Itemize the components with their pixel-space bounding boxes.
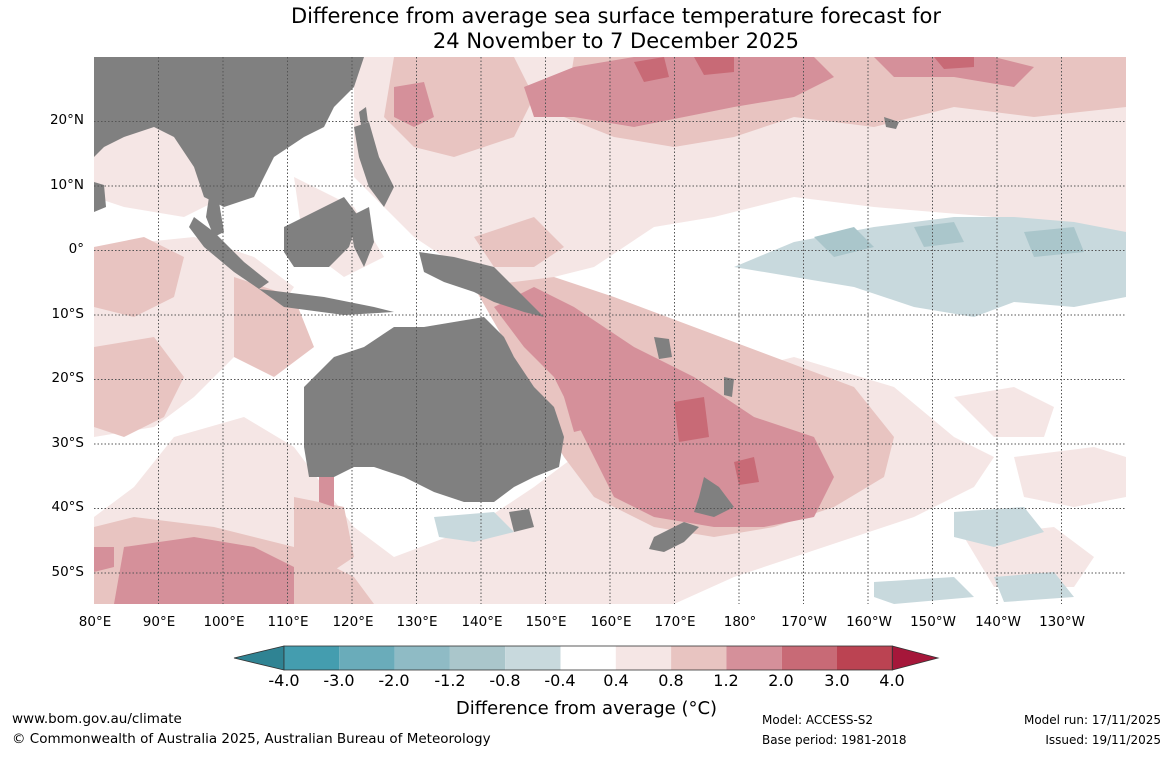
copyright-text: © Commonwealth of Australia 2025, Austra… <box>12 731 491 747</box>
colorbar-swatch-5 <box>505 646 561 670</box>
colorbar-level-11: 3.0 <box>824 671 850 690</box>
malay-peninsula <box>206 197 224 237</box>
colorbar-level-6: -0.4 <box>544 671 576 690</box>
issued-date: Issued: 19/11/2025 <box>1045 733 1161 747</box>
colorbar-swatch-10 <box>781 646 837 670</box>
colorbar-swatch-11 <box>837 646 893 670</box>
colorbar-swatch-7 <box>615 646 672 670</box>
model-name: Model: ACCESS-S2 <box>762 713 874 727</box>
colorbar-title: Difference from average (°C) <box>455 698 718 719</box>
colorbar-level-4: -1.2 <box>434 671 466 690</box>
lat-label-50S: 50°S <box>51 564 85 580</box>
anomaly-neg1.2-neg0.8 <box>814 222 1084 257</box>
model-run-date: Model run: 17/11/2025 <box>1023 713 1161 727</box>
lon-label-140E: 140°E <box>461 614 503 630</box>
lat-label-10S: 10°S <box>51 306 85 322</box>
lon-label-90E: 90°E <box>142 614 176 630</box>
sulawesi <box>349 207 374 267</box>
lon-label-140W: 140°W <box>975 614 1021 630</box>
australia <box>304 317 564 502</box>
lon-label-120E: 120°E <box>332 614 374 630</box>
colorbar-level-8: 0.8 <box>658 671 684 690</box>
colorbar-level-1: -4.0 <box>268 671 300 690</box>
base-period: Base period: 1981-2018 <box>762 733 907 747</box>
lon-label-160E: 160°E <box>590 614 632 630</box>
lon-label-170W: 170°W <box>781 614 827 630</box>
lon-label-150E: 150°E <box>525 614 567 630</box>
colorbar-swatch-9 <box>726 646 782 670</box>
colorbar-level-10: 2.0 <box>768 671 794 690</box>
colorbar-level-7: 0.4 <box>603 671 629 690</box>
lon-label-180: 180° <box>723 614 757 630</box>
anomaly-2.0-3.0 <box>634 57 974 485</box>
lat-label-0: 0° <box>68 241 84 257</box>
colorbar-swatch-6 <box>560 646 616 670</box>
colorbar-swatch-1 <box>284 646 340 670</box>
lon-label-80E: 80°E <box>78 614 112 630</box>
website-link[interactable]: www.bom.gov.au/climate <box>12 711 182 727</box>
tasmania <box>509 509 534 532</box>
lat-label-20N: 20°N <box>49 112 84 128</box>
colorbar-level-2: -3.0 <box>323 671 355 690</box>
title-line-2: 24 November to 7 December 2025 <box>432 29 800 53</box>
colorbar-swatch-2 <box>339 646 395 670</box>
lon-label-130E: 130°E <box>396 614 438 630</box>
java <box>259 289 394 315</box>
map-title: Difference from average sea surface temp… <box>0 4 1173 54</box>
lon-label-110E: 110°E <box>267 614 309 630</box>
nz-north-island <box>694 477 734 517</box>
colorbar-swatch-4 <box>449 646 506 670</box>
lon-label-170E: 170°E <box>654 614 696 630</box>
lat-label-20S: 20°S <box>51 370 85 386</box>
sumatra <box>189 217 269 289</box>
colorbar-level-9: 1.2 <box>713 671 739 690</box>
colorbar-swatch-8 <box>671 646 727 670</box>
lat-label-40S: 40°S <box>51 499 85 515</box>
lon-label-160W: 160°W <box>846 614 892 630</box>
colorbar-swatch-3 <box>394 646 450 670</box>
colorbar-level-12: 4.0 <box>879 671 905 690</box>
asia-mainland <box>94 57 364 207</box>
sst-anomaly-map <box>94 57 1126 604</box>
colorbar-high-arrow <box>891 645 940 671</box>
lon-label-150W: 150°W <box>910 614 956 630</box>
colorbar-low-arrow <box>233 645 285 671</box>
colorbar-level-3: -2.0 <box>378 671 410 690</box>
colorbar-level-5: -0.8 <box>489 671 521 690</box>
philippines <box>354 122 394 207</box>
lon-label-100E: 100°E <box>203 614 245 630</box>
borneo <box>284 197 359 267</box>
graticule <box>94 57 1126 604</box>
lat-label-30S: 30°S <box>51 435 85 451</box>
title-line-1: Difference from average sea surface temp… <box>291 4 941 28</box>
lon-label-130W: 130°W <box>1039 614 1085 630</box>
colorbar <box>233 645 940 671</box>
lat-label-10N: 10°N <box>49 177 84 193</box>
